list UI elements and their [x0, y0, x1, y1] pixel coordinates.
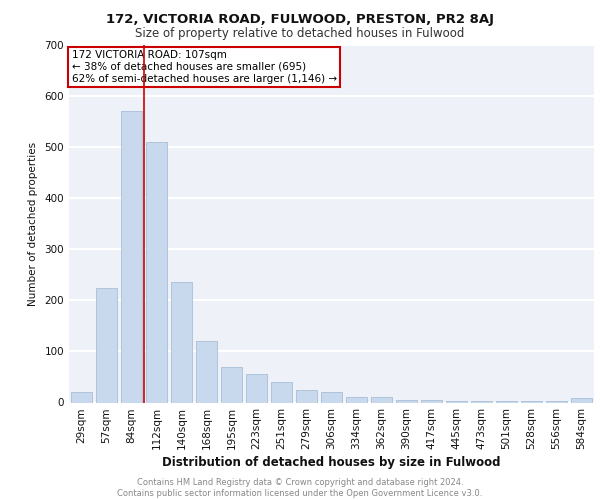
Bar: [421, 400, 442, 402]
Bar: [171, 282, 192, 403]
Text: Contains HM Land Registry data © Crown copyright and database right 2024.
Contai: Contains HM Land Registry data © Crown c…: [118, 478, 482, 498]
X-axis label: Distribution of detached houses by size in Fulwood: Distribution of detached houses by size …: [162, 456, 501, 469]
Bar: [196, 341, 217, 402]
Y-axis label: Number of detached properties: Number of detached properties: [28, 142, 38, 306]
Bar: [96, 288, 117, 403]
Bar: [71, 392, 92, 402]
Bar: [371, 398, 392, 402]
Bar: [221, 367, 242, 402]
Bar: [571, 398, 592, 402]
Bar: [321, 392, 342, 402]
Text: 172, VICTORIA ROAD, FULWOOD, PRESTON, PR2 8AJ: 172, VICTORIA ROAD, FULWOOD, PRESTON, PR…: [106, 12, 494, 26]
Text: Size of property relative to detached houses in Fulwood: Size of property relative to detached ho…: [136, 28, 464, 40]
Bar: [346, 398, 367, 402]
Bar: [121, 112, 142, 403]
Bar: [246, 374, 267, 402]
Text: 172 VICTORIA ROAD: 107sqm
← 38% of detached houses are smaller (695)
62% of semi: 172 VICTORIA ROAD: 107sqm ← 38% of detac…: [71, 50, 337, 84]
Bar: [146, 142, 167, 403]
Bar: [296, 390, 317, 402]
Bar: [446, 401, 467, 402]
Bar: [271, 382, 292, 402]
Bar: [396, 400, 417, 402]
